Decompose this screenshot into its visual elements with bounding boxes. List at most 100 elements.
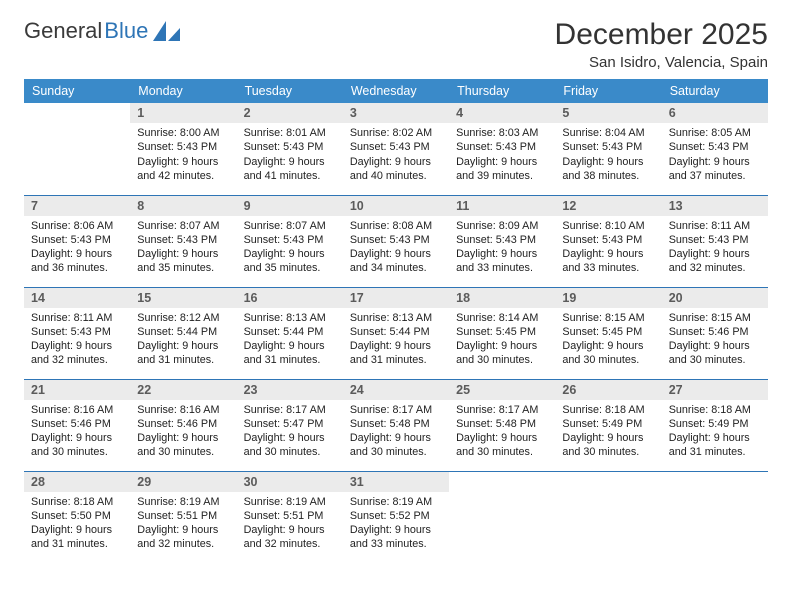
sunrise-text: Sunrise: 8:16 AM — [137, 403, 229, 417]
sunset-text: Sunset: 5:43 PM — [562, 140, 654, 154]
day-cell: 22Sunrise: 8:16 AMSunset: 5:46 PMDayligh… — [130, 379, 236, 471]
sunrise-text: Sunrise: 8:17 AM — [456, 403, 548, 417]
day-cell: 26Sunrise: 8:18 AMSunset: 5:49 PMDayligh… — [555, 379, 661, 471]
sunset-text: Sunset: 5:46 PM — [31, 417, 123, 431]
daylight-text: and 39 minutes. — [456, 169, 548, 183]
day-info: Sunrise: 8:00 AMSunset: 5:43 PMDaylight:… — [130, 123, 236, 187]
day-number: 12 — [555, 196, 661, 216]
daylight-text: Daylight: 9 hours — [350, 431, 442, 445]
weekday-header: Monday — [130, 79, 236, 103]
day-info: Sunrise: 8:07 AMSunset: 5:43 PMDaylight:… — [237, 216, 343, 280]
day-cell — [449, 471, 555, 563]
day-info: Sunrise: 8:18 AMSunset: 5:49 PMDaylight:… — [555, 400, 661, 464]
daylight-text: Daylight: 9 hours — [456, 431, 548, 445]
sunset-text: Sunset: 5:51 PM — [244, 509, 336, 523]
day-cell: 21Sunrise: 8:16 AMSunset: 5:46 PMDayligh… — [24, 379, 130, 471]
day-info: Sunrise: 8:07 AMSunset: 5:43 PMDaylight:… — [130, 216, 236, 280]
day-number: 6 — [662, 103, 768, 123]
sunset-text: Sunset: 5:47 PM — [244, 417, 336, 431]
sunset-text: Sunset: 5:48 PM — [456, 417, 548, 431]
sunrise-text: Sunrise: 8:15 AM — [562, 311, 654, 325]
daylight-text: and 30 minutes. — [31, 445, 123, 459]
day-number: 23 — [237, 380, 343, 400]
daylight-text: and 34 minutes. — [350, 261, 442, 275]
day-cell — [555, 471, 661, 563]
day-number: 1 — [130, 103, 236, 123]
daylight-text: Daylight: 9 hours — [137, 523, 229, 537]
sunrise-text: Sunrise: 8:15 AM — [669, 311, 761, 325]
daylight-text: Daylight: 9 hours — [31, 431, 123, 445]
day-info: Sunrise: 8:12 AMSunset: 5:44 PMDaylight:… — [130, 308, 236, 372]
daylight-text: and 36 minutes. — [31, 261, 123, 275]
day-cell: 18Sunrise: 8:14 AMSunset: 5:45 PMDayligh… — [449, 287, 555, 379]
day-cell: 16Sunrise: 8:13 AMSunset: 5:44 PMDayligh… — [237, 287, 343, 379]
daylight-text: and 32 minutes. — [669, 261, 761, 275]
daylight-text: Daylight: 9 hours — [31, 339, 123, 353]
day-info: Sunrise: 8:18 AMSunset: 5:49 PMDaylight:… — [662, 400, 768, 464]
day-cell: 3Sunrise: 8:02 AMSunset: 5:43 PMDaylight… — [343, 103, 449, 195]
sunrise-text: Sunrise: 8:14 AM — [456, 311, 548, 325]
day-info: Sunrise: 8:14 AMSunset: 5:45 PMDaylight:… — [449, 308, 555, 372]
sunset-text: Sunset: 5:44 PM — [350, 325, 442, 339]
day-number: 13 — [662, 196, 768, 216]
day-cell: 28Sunrise: 8:18 AMSunset: 5:50 PMDayligh… — [24, 471, 130, 563]
sunset-text: Sunset: 5:48 PM — [350, 417, 442, 431]
day-number: 24 — [343, 380, 449, 400]
day-cell: 31Sunrise: 8:19 AMSunset: 5:52 PMDayligh… — [343, 471, 449, 563]
sunrise-text: Sunrise: 8:08 AM — [350, 219, 442, 233]
sunrise-text: Sunrise: 8:12 AM — [137, 311, 229, 325]
daylight-text: and 30 minutes. — [669, 353, 761, 367]
day-info: Sunrise: 8:17 AMSunset: 5:47 PMDaylight:… — [237, 400, 343, 464]
day-info: Sunrise: 8:13 AMSunset: 5:44 PMDaylight:… — [343, 308, 449, 372]
sunset-text: Sunset: 5:44 PM — [137, 325, 229, 339]
day-cell — [662, 471, 768, 563]
daylight-text: and 33 minutes. — [456, 261, 548, 275]
day-number: 29 — [130, 472, 236, 492]
day-cell: 12 Sunrise: 8:10 AMSunset: 5:43 PMDayligh… — [555, 195, 661, 287]
day-cell: 1Sunrise: 8:00 AMSunset: 5:43 PMDaylight… — [130, 103, 236, 195]
sunset-text: Sunset: 5:50 PM — [31, 509, 123, 523]
day-number: 10 — [343, 196, 449, 216]
sunrise-text: Sunrise: 8:05 AM — [669, 126, 761, 140]
day-number: 30 — [237, 472, 343, 492]
daylight-text: and 32 minutes. — [244, 537, 336, 551]
daylight-text: Daylight: 9 hours — [562, 247, 654, 261]
day-cell: 5Sunrise: 8:04 AMSunset: 5:43 PMDaylight… — [555, 103, 661, 195]
daylight-text: and 30 minutes. — [350, 445, 442, 459]
sunset-text: Sunset: 5:44 PM — [244, 325, 336, 339]
sunrise-text: Sunrise: 8:03 AM — [456, 126, 548, 140]
day-cell: 11Sunrise: 8:09 AMSunset: 5:43 PMDayligh… — [449, 195, 555, 287]
sunset-text: Sunset: 5:43 PM — [669, 140, 761, 154]
day-info: Sunrise: 8:06 AMSunset: 5:43 PMDaylight:… — [24, 216, 130, 280]
sunset-text: Sunset: 5:43 PM — [562, 233, 654, 247]
sunrise-text: Sunrise: 8:04 AM — [562, 126, 654, 140]
day-info: Sunrise: 8:15 AMSunset: 5:45 PMDaylight:… — [555, 308, 661, 372]
calendar-table: Sunday Monday Tuesday Wednesday Thursday… — [24, 79, 768, 563]
day-info: Sunrise: 8:08 AMSunset: 5:43 PMDaylight:… — [343, 216, 449, 280]
sunrise-text: Sunrise: 8:13 AM — [244, 311, 336, 325]
daylight-text: and 35 minutes. — [137, 261, 229, 275]
daylight-text: Daylight: 9 hours — [562, 155, 654, 169]
day-cell: 13Sunrise: 8:11 AMSunset: 5:43 PMDayligh… — [662, 195, 768, 287]
sunrise-text: Sunrise: 8:10 AM — [562, 219, 654, 233]
header: GeneralBlue December 2025 San Isidro, Va… — [24, 18, 768, 71]
daylight-text: and 30 minutes. — [456, 353, 548, 367]
daylight-text: and 30 minutes. — [562, 445, 654, 459]
day-number: 14 — [24, 288, 130, 308]
sunrise-text: Sunrise: 8:17 AM — [244, 403, 336, 417]
day-cell: 24 Sunrise: 8:17 AMSunset: 5:48 PMDayligh… — [343, 379, 449, 471]
sunrise-text: Sunrise: 8:13 AM — [350, 311, 442, 325]
sail-icon — [153, 21, 181, 41]
sunset-text: Sunset: 5:46 PM — [669, 325, 761, 339]
weekday-header: Friday — [555, 79, 661, 103]
daylight-text: Daylight: 9 hours — [137, 431, 229, 445]
daylight-text: and 32 minutes. — [137, 537, 229, 551]
sunrise-text: Sunrise: 8:02 AM — [350, 126, 442, 140]
sunset-text: Sunset: 5:52 PM — [350, 509, 442, 523]
daylight-text: Daylight: 9 hours — [244, 431, 336, 445]
sunset-text: Sunset: 5:43 PM — [244, 140, 336, 154]
day-cell: 17Sunrise: 8:13 AMSunset: 5:44 PMDayligh… — [343, 287, 449, 379]
sunset-text: Sunset: 5:43 PM — [456, 233, 548, 247]
sunrise-text: Sunrise: 8:17 AM — [350, 403, 442, 417]
daylight-text: Daylight: 9 hours — [669, 247, 761, 261]
